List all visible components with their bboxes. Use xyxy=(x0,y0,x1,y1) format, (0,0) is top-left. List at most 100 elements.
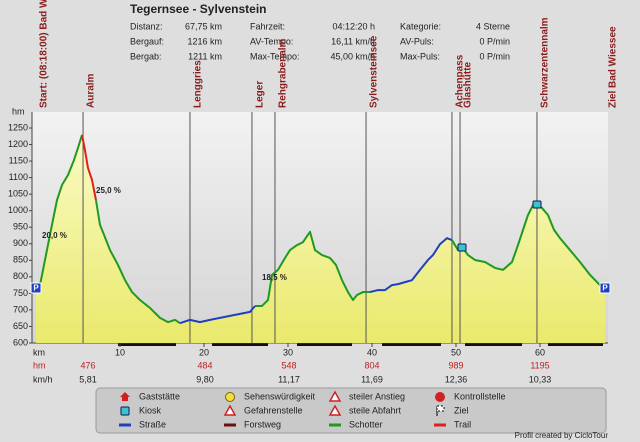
legend-label: Gaststätte xyxy=(139,391,180,401)
legend-icon xyxy=(435,392,445,402)
y-tick-label: 1100 xyxy=(9,172,28,182)
road-bar-piece xyxy=(118,343,176,346)
waypoint-label: Rehgrabenalm xyxy=(278,38,289,108)
annotation: 20,0 % xyxy=(42,231,67,240)
legend-label: Ziel xyxy=(454,405,469,415)
profile-line xyxy=(35,134,606,324)
y-tick-label: 900 xyxy=(13,238,28,248)
segment-hm: 548 xyxy=(281,360,296,370)
legend-label: Sehenswürdigkeit xyxy=(244,391,316,401)
y-tick-label: 1050 xyxy=(8,189,28,199)
segment-hm: 476 xyxy=(80,360,95,370)
stat-value: 0 P/min xyxy=(479,51,510,61)
stat-value: 1211 km xyxy=(188,51,222,61)
segment-kmh: 12,36 xyxy=(445,374,468,384)
stat-value: 0 P/min xyxy=(479,36,510,46)
stat-value: 1216 km xyxy=(187,36,222,46)
road-bar-piece xyxy=(465,343,522,346)
stat-value: 16,11 km/h xyxy=(331,36,375,46)
parking-marker xyxy=(599,282,611,294)
waypoint-label: Achenpass xyxy=(455,54,466,108)
stat-value: 04:12:20 h xyxy=(332,21,375,31)
footer: Profil created by CicloTour xyxy=(515,431,609,440)
y-tick-label: 750 xyxy=(13,288,28,298)
stat-value: 4 Sterne xyxy=(476,21,510,31)
stat-label: Max-Tempo: xyxy=(250,51,300,61)
stat-label: Max-Puls: xyxy=(400,51,440,61)
legend-icon xyxy=(328,390,342,402)
stat-label: Bergab: xyxy=(130,51,162,61)
waypoint-label: Leger xyxy=(255,81,266,108)
stat-value: 67,75 km xyxy=(185,21,222,31)
x-tick-label: 60 xyxy=(535,347,545,357)
y-tick-label: 1000 xyxy=(8,205,28,215)
x-tick-label: 40 xyxy=(367,347,377,357)
road-bar-piece xyxy=(297,343,352,346)
legend-icon xyxy=(120,406,130,416)
legend-icon xyxy=(223,404,237,416)
legend-label: steile Abfahrt xyxy=(349,405,402,415)
waypoint-label: Lenggries xyxy=(193,60,204,108)
road-bar-piece xyxy=(212,343,268,346)
legend-label: Kontrollstelle xyxy=(454,391,506,401)
area xyxy=(36,134,606,343)
x-tick-label: 20 xyxy=(199,347,209,357)
kiosk-icon xyxy=(532,200,542,209)
segment-hm: 804 xyxy=(364,360,379,370)
x-tick-label: 30 xyxy=(283,347,293,357)
waypoint-label: Sylvensteinsee xyxy=(369,35,380,108)
x-axis-label: km xyxy=(33,347,45,357)
segment-kmh: 11,69 xyxy=(361,374,383,384)
segment-kmh-label: km/h xyxy=(33,374,53,384)
legend-icon xyxy=(122,397,128,401)
waypoint-label: Glashütte xyxy=(463,61,474,108)
legend-label: Straße xyxy=(139,419,166,429)
legend-icon xyxy=(120,392,130,397)
y-tick-label: 1250 xyxy=(8,122,28,132)
y-tick-label: 1200 xyxy=(8,139,28,149)
stat-label: Bergauf: xyxy=(130,36,164,46)
profile-line xyxy=(179,237,453,325)
stat-label: Kategorie: xyxy=(400,21,441,31)
stat-label: AV-Puls: xyxy=(400,36,434,46)
y-tick-label: 600 xyxy=(13,337,28,347)
stat-label: AV-Tempo: xyxy=(250,36,293,46)
parking-label: P xyxy=(602,284,608,293)
waypoint-label: Start: (08:18:00) Bad Wiessee xyxy=(39,0,50,108)
segment-kmh: 10,33 xyxy=(529,374,552,384)
annotation: 25,0 % xyxy=(96,186,121,195)
waypoint-label: Ziel Bad Wiessee xyxy=(608,26,619,108)
legend-icon xyxy=(436,405,445,412)
y-tick-label: 700 xyxy=(13,304,28,314)
legend-label: Schotter xyxy=(349,419,383,429)
waypoint-label: Schwarzentennalm xyxy=(540,17,551,108)
legend-label: Gefahrenstelle xyxy=(244,405,303,415)
area xyxy=(179,238,452,343)
chart-title: Tegernsee - Sylvenstein xyxy=(130,2,267,16)
parking-label: P xyxy=(33,284,39,293)
segment-kmh: 11,17 xyxy=(278,374,300,384)
segment-hm-label: hm xyxy=(33,360,46,370)
annotation: 18,5 % xyxy=(262,273,287,282)
road-bar-piece xyxy=(548,343,603,346)
legend-label: Trail xyxy=(454,419,471,429)
legend-label: Kiosk xyxy=(139,405,162,415)
legend-label: Forstweg xyxy=(244,419,281,429)
stat-label: Distanz: xyxy=(130,21,163,31)
y-tick-label: 650 xyxy=(13,321,28,331)
stat-label: Fahrzeit: xyxy=(250,21,285,31)
x-tick-label: 50 xyxy=(451,347,461,357)
road-bar xyxy=(118,343,603,346)
segment-kmh: 5,81 xyxy=(79,374,97,384)
waypoint-label: Auralm xyxy=(86,73,97,108)
legend-icon xyxy=(328,404,342,416)
kiosk-icon xyxy=(457,243,467,252)
segment-hm: 989 xyxy=(448,360,463,370)
y-tick-label: 1150 xyxy=(9,155,28,165)
parking-marker xyxy=(30,282,42,294)
y-tick-label: 800 xyxy=(13,271,28,281)
segment-hm: 484 xyxy=(197,360,212,370)
segment-hm: 1195 xyxy=(530,360,549,370)
